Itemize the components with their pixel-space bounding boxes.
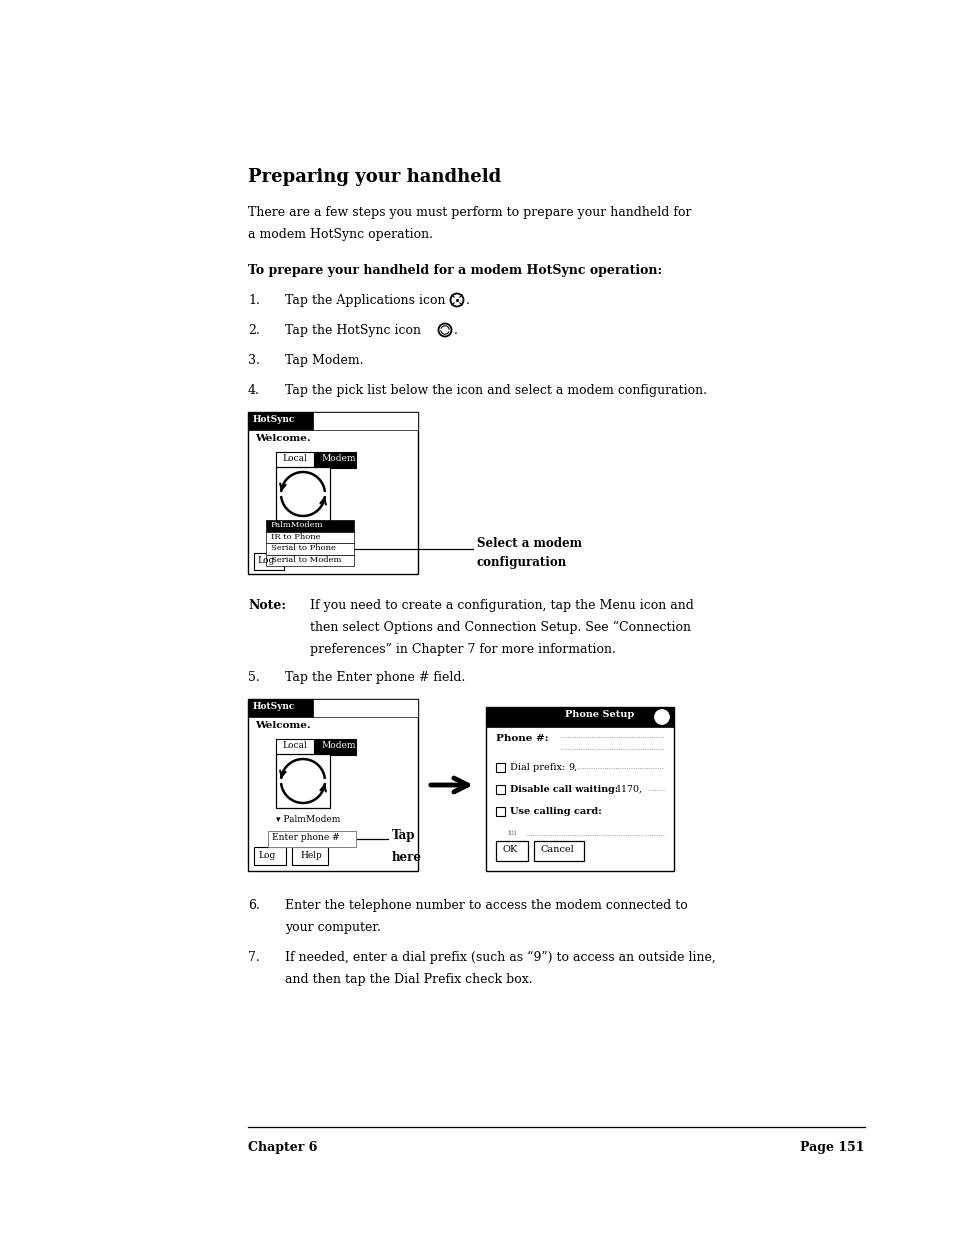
Bar	[266, 555, 354, 566]
Text: ▾ PalmModem: ▾ PalmModem	[275, 815, 340, 824]
Text: and then tap the Dial Prefix check box.: and then tap the Dial Prefix check box.	[285, 973, 532, 986]
Bar	[248, 699, 417, 871]
Text: Serial to Phone: Serial to Phone	[271, 543, 335, 552]
Text: Select a modem: Select a modem	[476, 537, 581, 550]
Bar	[253, 847, 286, 864]
Bar	[485, 706, 673, 871]
Bar	[266, 520, 354, 531]
Text: Tap the Enter phone # field.: Tap the Enter phone # field.	[285, 671, 465, 684]
Text: Local: Local	[282, 454, 307, 463]
Text: HotSync: HotSync	[253, 701, 295, 711]
Text: i: i	[658, 711, 661, 720]
Text: 3.: 3.	[248, 354, 259, 367]
Bar	[313, 699, 417, 718]
Text: Log: Log	[256, 556, 274, 564]
Bar	[314, 452, 355, 468]
Bar	[266, 531, 354, 543]
Text: 9,: 9,	[567, 763, 577, 772]
Text: Note:: Note:	[248, 599, 286, 613]
Text: To prepare your handheld for a modem HotSync operation:: To prepare your handheld for a modem Hot…	[248, 264, 661, 277]
Text: Disable call waiting:: Disable call waiting:	[510, 785, 618, 794]
Bar	[248, 412, 313, 430]
Text: Tap: Tap	[392, 829, 416, 842]
Text: 5.: 5.	[248, 671, 259, 684]
Text: preferences” in Chapter 7 for more information.: preferences” in Chapter 7 for more infor…	[310, 643, 616, 656]
Bar	[253, 553, 284, 571]
Text: Enter the telephone number to access the modem connected to: Enter the telephone number to access the…	[285, 899, 687, 911]
Text: a modem HotSync operation.: a modem HotSync operation.	[248, 228, 433, 241]
Text: Cancel: Cancel	[540, 845, 574, 853]
Text: here: here	[392, 851, 421, 864]
Text: Chapter 6: Chapter 6	[248, 1141, 317, 1153]
Text: .: .	[465, 294, 470, 308]
Text: Serial to Modem: Serial to Modem	[271, 556, 341, 563]
Text: Local: Local	[282, 741, 307, 750]
Bar	[248, 412, 417, 574]
Bar	[314, 739, 355, 755]
Text: 6.: 6.	[248, 899, 259, 911]
Bar	[313, 412, 417, 430]
Bar	[275, 739, 314, 755]
Bar	[496, 763, 504, 772]
Text: 7.: 7.	[248, 951, 259, 965]
Circle shape	[654, 709, 669, 725]
Text: There are a few steps you must perform to prepare your handheld for: There are a few steps you must perform t…	[248, 206, 691, 219]
Text: iiii: iiii	[507, 829, 517, 837]
Bar	[248, 699, 313, 718]
Text: Welcome.: Welcome.	[254, 721, 311, 730]
Bar	[292, 847, 328, 864]
Text: Welcome.: Welcome.	[254, 433, 311, 443]
Text: If you need to create a configuration, tap the Menu icon and: If you need to create a configuration, t…	[310, 599, 693, 613]
Text: PalmModem: PalmModem	[271, 521, 323, 529]
Text: 4.: 4.	[248, 384, 259, 396]
Text: configuration: configuration	[476, 556, 567, 569]
Text: Dial prefix:: Dial prefix:	[510, 763, 565, 772]
Bar	[534, 841, 583, 861]
Text: Page 151: Page 151	[800, 1141, 864, 1153]
Text: HotSync: HotSync	[253, 415, 295, 424]
Text: Tap Modem.: Tap Modem.	[285, 354, 363, 367]
Bar	[654, 709, 669, 725]
Bar	[485, 706, 673, 727]
Text: 1170,: 1170,	[616, 785, 642, 794]
Text: Log: Log	[257, 851, 275, 860]
Text: then select Options and Connection Setup. See “Connection: then select Options and Connection Setup…	[310, 621, 690, 635]
Text: Phone #:: Phone #:	[496, 734, 548, 743]
Text: Modem: Modem	[322, 454, 356, 463]
Text: 1.: 1.	[248, 294, 259, 308]
Text: If needed, enter a dial prefix (such as “9”) to access an outside line,: If needed, enter a dial prefix (such as …	[285, 951, 715, 965]
Bar	[496, 785, 504, 794]
Text: Tap the pick list below the icon and select a modem configuration.: Tap the pick list below the icon and sel…	[285, 384, 706, 396]
Text: Help: Help	[299, 851, 321, 860]
Bar	[266, 543, 354, 555]
Text: Tap the Applications icon: Tap the Applications icon	[285, 294, 445, 308]
Text: Phone Setup: Phone Setup	[564, 710, 634, 719]
Text: Enter phone #: Enter phone #	[272, 832, 339, 842]
Bar	[275, 452, 314, 468]
Text: IR to Phone: IR to Phone	[271, 532, 320, 541]
Bar	[275, 755, 330, 808]
Text: OK: OK	[502, 845, 517, 853]
Text: Preparing your handheld: Preparing your handheld	[248, 168, 500, 186]
Bar	[275, 467, 330, 521]
Text: Use calling card:: Use calling card:	[510, 806, 601, 816]
Text: your computer.: your computer.	[285, 921, 380, 934]
Text: .: .	[454, 324, 457, 337]
Text: Tap the HotSync icon: Tap the HotSync icon	[285, 324, 420, 337]
Bar	[268, 831, 355, 847]
Text: 2.: 2.	[248, 324, 259, 337]
Bar	[496, 841, 527, 861]
Text: Modem: Modem	[322, 741, 356, 750]
Bar	[496, 806, 504, 816]
